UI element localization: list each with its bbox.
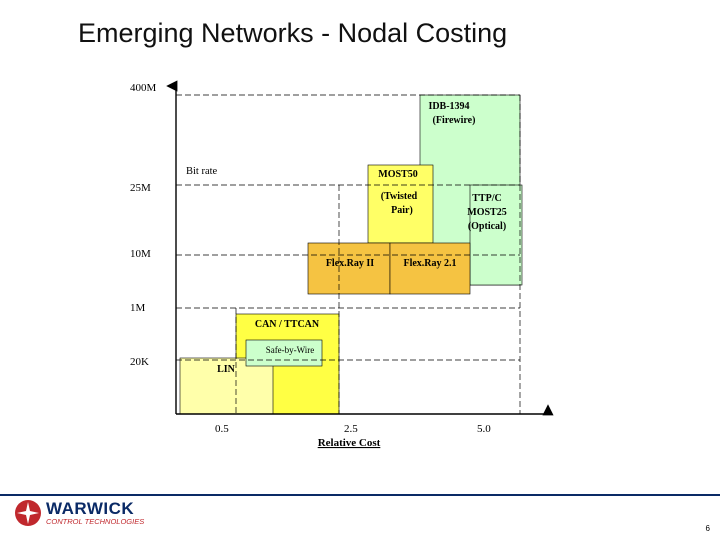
label-lin: LIN [217, 364, 236, 375]
y-tick-400m: 400M [130, 82, 157, 94]
label-flexray-ii: Flex.Ray II [326, 258, 374, 269]
footer-divider [0, 494, 720, 496]
label-ttp-line3: (Optical) [468, 221, 506, 232]
x-tick-2-5: 2.5 [344, 423, 358, 435]
region-most50 [367, 164, 434, 244]
label-flexray-21: Flex.Ray 2.1 [403, 258, 456, 269]
region-safe-by-wire [245, 339, 323, 367]
slide-title: Emerging Networks - Nodal Costing [78, 18, 508, 48]
label-ttp-line2: MOST25 [467, 207, 506, 218]
label-ttp-line1: TTP/C [472, 193, 501, 204]
label-most50-line1: MOST50 [378, 169, 417, 180]
x-tick-5-0: 5.0 [477, 423, 491, 435]
warwick-logo-icon [15, 500, 41, 526]
label-idb-1394-line1: IDB-1394 [428, 101, 469, 112]
y-tick-10m: 10M [130, 248, 151, 260]
x-axis-label: Relative Cost [318, 437, 381, 449]
y-tick-20k: 20K [130, 356, 149, 368]
region-flexray-21 [389, 242, 471, 295]
label-most50-line2: (Twisted [381, 191, 418, 202]
logo-subtitle: CONTROL TECHNOLOGIES [46, 517, 145, 526]
guide-lines [176, 94, 521, 414]
label-most50-line3: Pair) [391, 205, 413, 216]
label-can-ttcan: CAN / TTCAN [255, 319, 320, 330]
x-tick-0-5: 0.5 [215, 423, 229, 435]
label-idb-1394-line2: (Firewire) [433, 115, 476, 126]
region-flexray-ii [307, 242, 391, 295]
y-tick-25m: 25M [130, 182, 151, 194]
warwick-logo: WARWICK CONTROL TECHNOLOGIES [14, 498, 144, 530]
logo-wordmark: WARWICK [46, 499, 135, 518]
y-tick-1m: 1M [130, 302, 146, 314]
label-safe-by-wire: Safe-by-Wire [266, 345, 315, 355]
bit-rate-label: Bit rate [186, 166, 218, 177]
page-number: 6 [705, 524, 710, 533]
region-lin [179, 357, 274, 415]
